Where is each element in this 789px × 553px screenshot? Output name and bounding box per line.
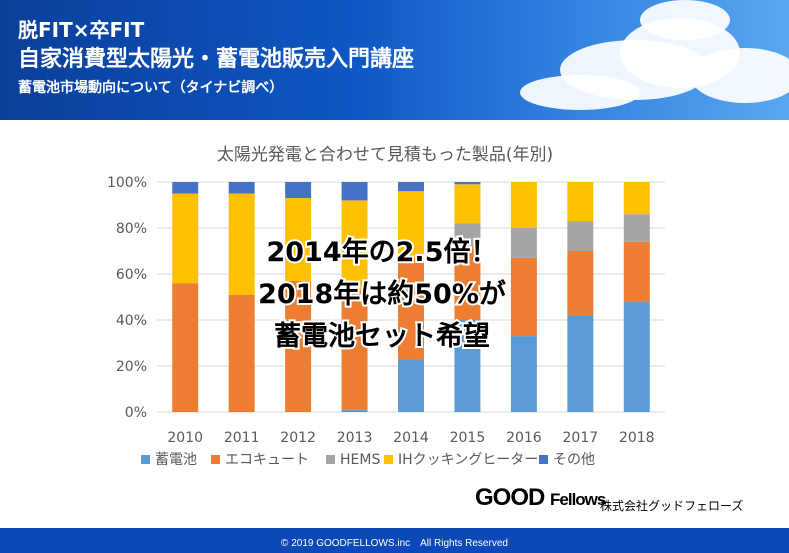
y-tick-label: 60% (116, 267, 147, 283)
bar-segment (454, 184, 481, 224)
bar-segment (454, 223, 481, 247)
bar-segment (454, 246, 481, 320)
x-tick-label: 2017 (563, 430, 599, 446)
bar-segment (172, 193, 199, 284)
bar-segment (623, 241, 650, 302)
legend-swatch (211, 455, 220, 464)
bar-segment (398, 359, 424, 412)
bar-segment (454, 182, 481, 185)
x-tick-label: 2012 (280, 430, 316, 446)
legend-label: エコキュート (225, 452, 309, 468)
bar-segment (510, 336, 537, 412)
bar-segment (341, 409, 368, 412)
bar-segment (567, 315, 594, 412)
bar-segment (228, 182, 255, 194)
callout-line-1: 2014年の2.5倍！ (267, 236, 498, 268)
legend-swatch (539, 455, 548, 464)
bar-segment (623, 301, 650, 412)
bar-segment (228, 294, 255, 412)
stacked-bar-chart: 太陽光発電と合わせて見積もった製品(年別) 0% 20% 40% 60% 80% 100%… (107, 145, 665, 468)
bar-segment (285, 198, 312, 281)
bar-segment (454, 320, 481, 412)
legend-label: 蓄電池 (155, 452, 197, 468)
callout-text: 2014年の2.5倍！ 2018年は約50%が 蓄電池セット希望 (256, 234, 508, 354)
legend-swatch (326, 455, 335, 464)
x-tick-label: 2016 (506, 430, 542, 446)
y-tick-label: 0% (125, 405, 147, 421)
x-tick-label: 2013 (337, 430, 373, 446)
bar-segment (510, 257, 537, 337)
header-subtitle: 脱FIT×卒FIT (18, 18, 145, 42)
callout-line-2: 2018年は約50%が (258, 278, 506, 310)
bar-segment (341, 200, 368, 291)
y-tick-label: 80% (116, 221, 147, 237)
bar-segment (398, 191, 424, 258)
legend-label: HEMS (340, 452, 380, 468)
bar-segment (285, 182, 312, 199)
header-caption: 蓄電池市場動向について（タイナビ調べ） (18, 80, 284, 96)
logo-name: Fellows (550, 490, 606, 509)
legend-swatch (384, 455, 393, 464)
company-logo: GOOD Fellows (475, 484, 606, 512)
legend-label: その他 (553, 452, 595, 468)
bar-segment (567, 182, 594, 222)
bar-segment (567, 251, 594, 316)
x-tick-label: 2010 (167, 430, 203, 446)
bar-segment (398, 257, 424, 360)
callout-line-3: 蓄電池セット希望 (274, 321, 490, 352)
y-tick-label: 20% (116, 359, 147, 375)
chart-title: 太陽光発電と合わせて見積もった製品(年別) (217, 145, 553, 165)
bar-segment (285, 280, 312, 412)
bar-segment (172, 283, 199, 412)
logo-mark: GOOD (475, 484, 545, 511)
bar-segment (510, 228, 537, 258)
footer: © 2019 GOODFELLOWS.inc All Rights Reserv… (0, 528, 789, 553)
x-tick-label: 2015 (450, 430, 486, 446)
copyright-text: © 2019 GOODFELLOWS.inc All Rights Reserv… (281, 538, 508, 549)
bar-segment (623, 182, 650, 215)
bar-segment (567, 221, 594, 251)
bar-segment (228, 193, 255, 295)
y-tick-label: 100% (107, 175, 147, 191)
header-banner: 脱FIT×卒FIT 自家消費型太陽光・蓄電池販売入門講座 蓄電池市場動向について… (0, 0, 789, 120)
x-tick-label: 2014 (393, 430, 429, 446)
company-name: 株式会社グッドフェローズ (600, 499, 744, 513)
x-tick-label: 2011 (224, 430, 260, 446)
x-tick-label: 2018 (619, 430, 655, 446)
bar-segment (398, 182, 424, 192)
bar-segment (510, 182, 537, 228)
bar-segment (623, 214, 650, 242)
legend-label: IHクッキングヒーター (398, 452, 538, 468)
bar-segment (341, 182, 368, 201)
bar-segment (172, 182, 199, 194)
header-title: 自家消費型太陽光・蓄電池販売入門講座 (18, 47, 415, 72)
legend-swatch (141, 455, 150, 464)
y-tick-label: 40% (116, 313, 147, 329)
bar-segment (341, 290, 368, 410)
